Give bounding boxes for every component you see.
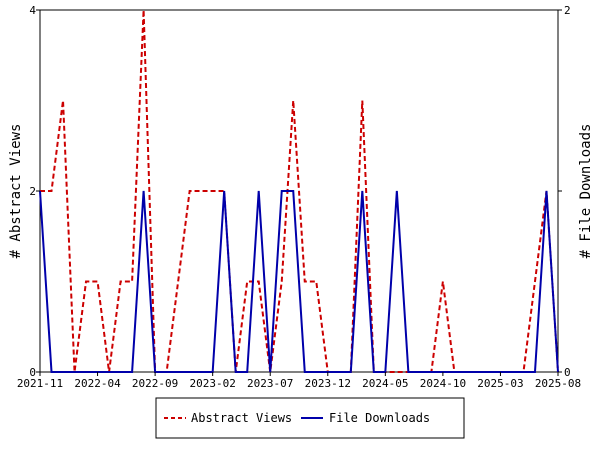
y-right-tick-label: 2 [564, 4, 571, 17]
y-right-tick-label: 0 [564, 366, 571, 379]
plot-area [39, 9, 559, 373]
x-tick-label: 2021-11 [17, 377, 63, 390]
y-axis-right: 02 [558, 4, 571, 379]
y-left-tick-label: 0 [29, 366, 36, 379]
x-tick-label: 2022-09 [132, 377, 178, 390]
y-axis-right-title: # File Downloads [578, 124, 594, 259]
legend-label-abstract-views: Abstract Views [191, 411, 292, 425]
legend: Abstract Views File Downloads [155, 397, 465, 439]
x-tick-label: 2024-05 [362, 377, 408, 390]
y-axis-left: 0 2 4 [29, 4, 40, 379]
x-tick-label: 2022-04 [74, 377, 121, 390]
x-tick-label: 2023-12 [305, 377, 351, 390]
y-left-tick-label: 2 [29, 185, 36, 198]
x-tick-label: 2023-02 [189, 377, 235, 390]
x-tick-label: 2025-08 [535, 377, 581, 390]
x-tick-label: 2025-03 [477, 377, 523, 390]
x-axis: 2021-11 2022-04 2022-09 2023-02 2023-07 2023-… [17, 372, 581, 390]
y-left-tick-label: 4 [29, 4, 36, 17]
x-tick-label: 2024-10 [420, 377, 466, 390]
x-tick-label: 2023-07 [247, 377, 293, 390]
legend-label-file-downloads: File Downloads [329, 411, 430, 425]
y-axis-left-title: # Abstract Views [8, 124, 24, 259]
series-line-file-downloads [39, 190, 559, 373]
